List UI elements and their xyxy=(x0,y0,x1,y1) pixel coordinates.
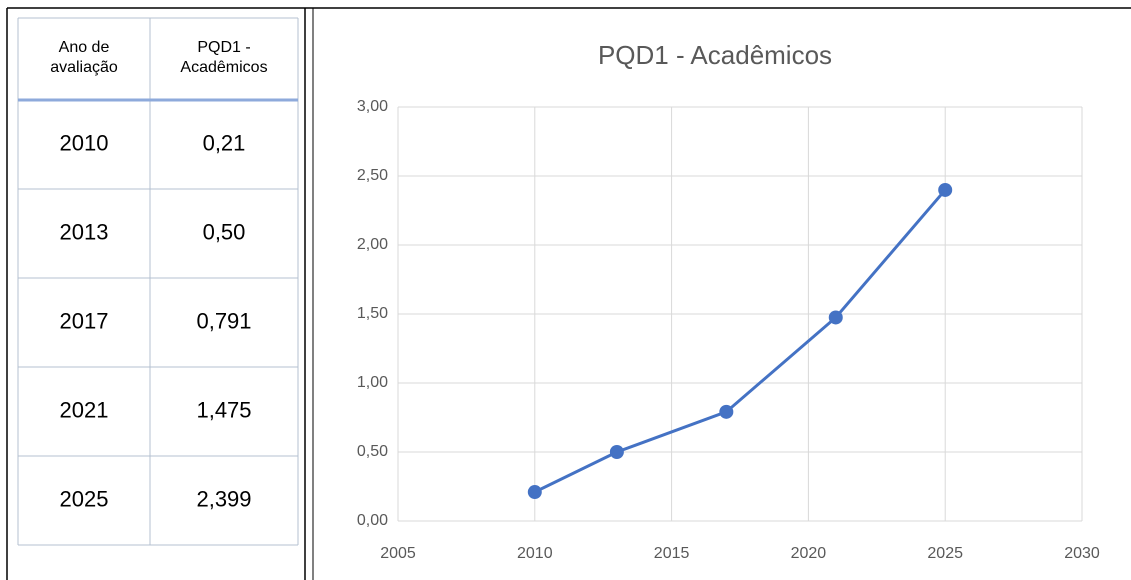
x-tick-label: 2005 xyxy=(380,545,416,562)
table-header: PQD1 -Acadêmicos xyxy=(180,39,267,76)
table-cell: 2,399 xyxy=(196,486,251,511)
x-tick-label: 2010 xyxy=(517,545,553,562)
point xyxy=(828,310,843,325)
x-tick-label: 2025 xyxy=(927,545,963,562)
y-tick-label: 1,00 xyxy=(357,374,388,391)
table-cell: 0,21 xyxy=(203,130,246,155)
x-tick-label: 2020 xyxy=(791,545,827,562)
table-cell: 2025 xyxy=(60,486,109,511)
y-tick-label: 1,50 xyxy=(357,305,388,322)
y-tick-label: 3,00 xyxy=(357,98,388,115)
table-cell: 0,791 xyxy=(196,308,251,333)
chart-title: PQD1 - Acadêmicos xyxy=(598,40,832,70)
table-cell: 1,475 xyxy=(196,397,251,422)
table-header: Ano de avaliação xyxy=(50,39,118,76)
x-tick-label: 2015 xyxy=(654,545,690,562)
table-cell: 2021 xyxy=(60,397,109,422)
y-tick-label: 2,00 xyxy=(357,236,388,253)
point xyxy=(938,182,953,197)
table-cell: 2013 xyxy=(60,219,109,244)
table-cell: 2010 xyxy=(60,130,109,155)
table-cell: 2017 xyxy=(60,308,109,333)
point xyxy=(527,485,542,500)
y-tick-label: 0,50 xyxy=(357,443,388,460)
table-cell: 0,50 xyxy=(203,219,246,244)
point xyxy=(719,404,734,419)
y-tick-label: 2,50 xyxy=(357,167,388,184)
y-tick-label: 0,00 xyxy=(357,512,388,529)
line xyxy=(534,188,947,494)
x-tick-label: 2030 xyxy=(1064,545,1100,562)
point xyxy=(609,445,624,459)
